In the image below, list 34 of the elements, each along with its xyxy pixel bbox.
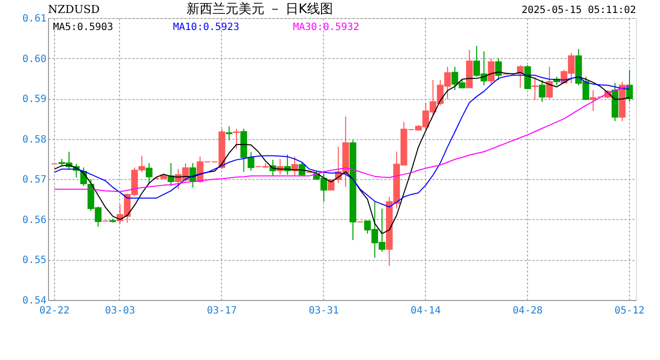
candlestick <box>532 76 538 101</box>
chart-subtitle: NZDUSD <box>48 3 100 16</box>
text: MA5:0.5903 <box>53 22 114 33</box>
y-tick-label: 0.61 <box>22 14 46 24</box>
y-tick-label: 0.60 <box>22 54 46 65</box>
y-tick-label: 0.59 <box>22 94 46 106</box>
y-tick-label: 0.57 <box>22 174 46 186</box>
candlestick <box>626 69 633 102</box>
text: 2025-05-15 05:11:02 <box>522 5 636 16</box>
y-tick-label: 0.58 <box>22 134 46 146</box>
x-tick-label: 03-03 <box>104 306 136 316</box>
x-tick-label: 05-12 <box>614 306 645 316</box>
y-tick-label: 0.54 <box>22 296 46 306</box>
candlestick <box>546 66 553 100</box>
y-tick-label: 0.56 <box>22 214 46 226</box>
candlestick <box>168 162 174 186</box>
chart-title: 新西兰元美元 － 日K线图 <box>186 1 334 17</box>
candlestick <box>538 80 546 102</box>
text: MA10:0.5923 <box>173 22 240 33</box>
candlestick <box>248 152 254 172</box>
candlestick <box>298 162 306 176</box>
candlestick <box>524 64 531 90</box>
x-tick-label: 03-17 <box>206 306 237 316</box>
x-tick-label: 04-14 <box>410 306 441 316</box>
x-tick-label: 03-31 <box>308 306 339 316</box>
y-tick-label: 0.55 <box>22 255 46 266</box>
candlestick <box>590 90 596 112</box>
candlestick <box>146 162 152 185</box>
candlestick <box>233 128 240 150</box>
x-tick-label: 04-28 <box>512 306 543 316</box>
candlestick <box>495 58 502 81</box>
candlestick <box>488 58 495 85</box>
x-tick-label: 02-22 <box>39 306 70 316</box>
text: MA30:0.5932 <box>293 22 360 33</box>
